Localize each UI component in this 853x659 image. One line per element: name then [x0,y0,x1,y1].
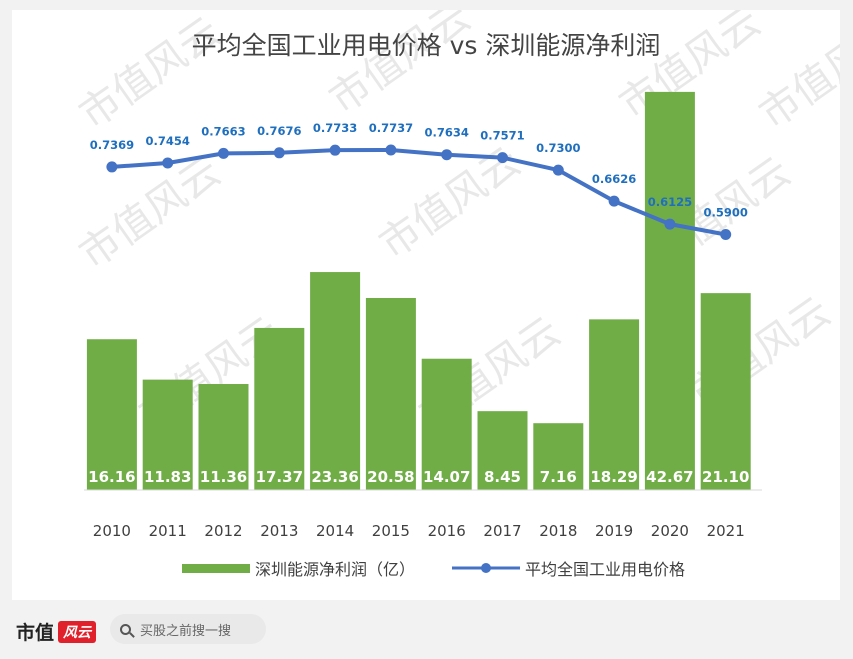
line-point [552,164,564,176]
line-data-label: 0.7663 [201,124,245,138]
line-data-label: 0.7733 [313,121,357,135]
legend-bar-swatch [182,564,250,573]
x-tick-label: 2010 [93,522,131,540]
line-data-labels: 0.7369 0.7454 0.7663 0.7676 0.7733 0.7737 0.76… [90,121,748,220]
x-tick-label: 2012 [204,522,242,540]
line-data-label: 0.7571 [480,129,524,143]
x-tick-label: 2021 [707,522,745,540]
bar [589,319,640,490]
bar [700,293,751,490]
line-data-label: 0.7737 [369,121,413,135]
line-point [664,218,676,230]
line-data-label: 0.6626 [592,172,636,186]
bar-data-label: 20.58 [367,468,414,486]
bar-data-label: 14.07 [423,468,470,486]
bar [533,423,584,490]
search-icon [120,623,131,635]
bar [644,91,695,490]
x-tick-label: 2011 [149,522,187,540]
x-tick-label: 2019 [595,522,633,540]
bar-data-label: 21.10 [702,468,749,486]
chart-title: 平均全国工业用电价格 vs 深圳能源净利润 [192,31,661,60]
x-tick-label: 2017 [483,522,521,540]
line-point [720,229,732,241]
watermark-text: 市值风云 [751,10,840,138]
line-data-label: 0.6125 [648,195,692,209]
bar-data-label: 23.36 [311,468,358,486]
bar [198,384,249,490]
bar-data-labels: 16.16 11.83 11.36 17.37 23.36 20.58 14.07 8.45 7… [88,468,749,486]
watermark-text: 市值风云 [71,149,228,278]
legend-line-label: 平均全国工业用电价格 [525,560,685,579]
x-tick-label: 2020 [651,522,689,540]
bar-data-label: 11.36 [200,468,247,486]
brand-badge: 风云 [58,620,97,643]
bar-data-label: 42.67 [646,468,693,486]
bar [86,339,137,490]
line-data-label: 0.5900 [704,206,748,220]
bar-data-label: 8.45 [484,468,521,486]
x-tick-label: 2014 [316,522,354,540]
brand-name: 市值 [16,622,55,644]
bar-data-label: 18.29 [590,468,637,486]
search-input[interactable]: 买股之前搜一搜 [110,614,266,644]
line-point [218,147,229,159]
bar [254,327,305,490]
line-series [106,144,732,241]
line-point [385,144,397,156]
line-data-label: 0.7676 [257,124,301,138]
line-point [162,157,174,169]
bar-series [86,91,751,490]
line-point [106,161,118,173]
line-data-label: 0.7369 [90,138,134,152]
bar-data-label: 16.16 [88,468,135,486]
legend: 深圳能源净利润（亿） 平均全国工业用电价格 [182,560,685,579]
legend-line-marker [481,563,491,573]
bar-data-label: 11.83 [144,468,191,486]
line-point [441,149,453,161]
x-tick-label: 2013 [260,522,298,540]
chart-card: 市值风云 市值风云 市值风云 市值风云 市值风云 市值风云 市值风云 市值风云 市值风云 市值风云… [12,10,840,600]
line-path [111,148,727,237]
x-tick-label: 2016 [428,522,466,540]
bar [421,358,472,490]
legend-bar-label: 深圳能源净利润（亿） [255,560,415,579]
bar-data-label: 7.16 [540,468,577,486]
line-point [608,195,620,207]
bar-data-label: 17.37 [256,468,303,486]
watermark-text: 市值风云 [321,10,478,123]
bar [142,379,193,490]
x-axis-tick-labels: 2010 2011 2012 2013 2014 2015 2016 2017 2018 2019… [93,522,745,540]
line-point [497,152,508,164]
x-tick-label: 2015 [372,522,410,540]
bar [310,272,361,490]
brand-logo: 市值 风云 [16,618,97,645]
line-point [273,147,285,159]
bar [365,297,416,490]
x-tick-label: 2018 [539,522,577,540]
search-placeholder: 买股之前搜一搜 [140,623,232,639]
line-point [329,144,341,156]
line-data-label: 0.7634 [425,126,469,140]
watermark-text: 市值风云 [71,10,228,138]
line-data-label: 0.7300 [536,141,580,155]
bar [477,411,528,490]
line-data-label: 0.7454 [146,134,190,148]
footer-bar: 市值 风云 买股之前搜一搜 [0,606,853,659]
